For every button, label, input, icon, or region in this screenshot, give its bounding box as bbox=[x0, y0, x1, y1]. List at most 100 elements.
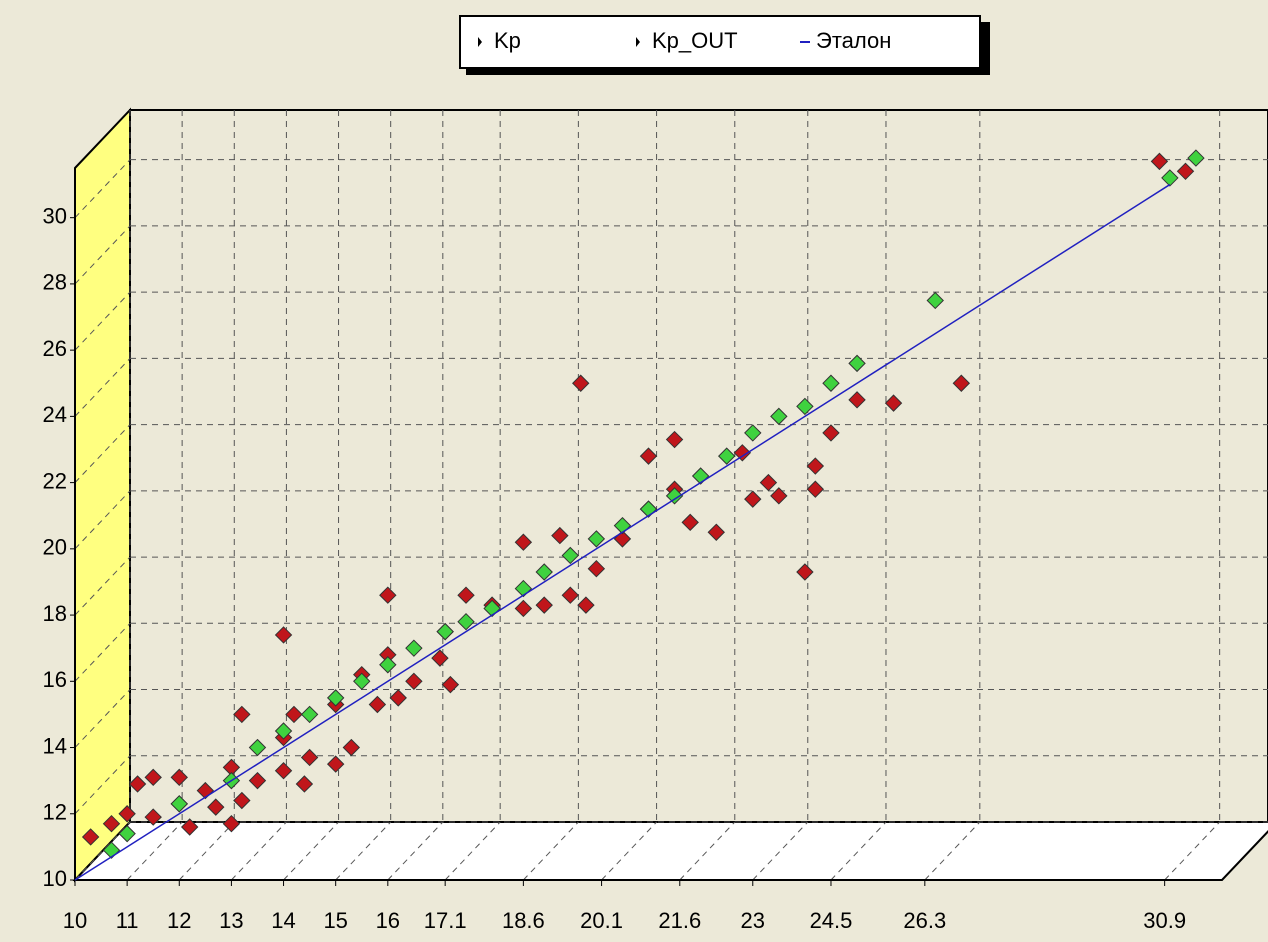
grid-line bbox=[74, 424, 131, 483]
point bbox=[587, 559, 606, 578]
x-tick-label: 10 bbox=[63, 908, 87, 933]
grid-line bbox=[601, 821, 657, 881]
point bbox=[561, 586, 580, 604]
point bbox=[353, 672, 371, 691]
y-tick-label: 26 bbox=[43, 336, 67, 361]
point bbox=[431, 649, 449, 667]
point bbox=[441, 675, 460, 694]
point bbox=[770, 487, 788, 505]
grid-line bbox=[74, 159, 131, 219]
grid-line bbox=[752, 821, 809, 881]
grid-line bbox=[74, 225, 131, 285]
point bbox=[796, 563, 814, 581]
point bbox=[118, 805, 136, 823]
point bbox=[248, 771, 267, 790]
point bbox=[681, 513, 699, 532]
grid-line bbox=[74, 689, 131, 748]
point bbox=[822, 374, 840, 392]
point bbox=[102, 814, 121, 833]
point bbox=[806, 457, 825, 475]
x-tick-label: 16 bbox=[376, 908, 400, 933]
x-tick-label: 21.6 bbox=[658, 908, 701, 933]
point bbox=[248, 738, 267, 757]
point bbox=[535, 596, 553, 614]
y-tick-label: 18 bbox=[43, 601, 67, 626]
point bbox=[274, 626, 293, 644]
point bbox=[405, 672, 423, 691]
grid-line bbox=[231, 821, 287, 881]
point bbox=[405, 639, 423, 657]
legend-label: Kp_OUT bbox=[652, 28, 738, 53]
point bbox=[514, 533, 533, 551]
point bbox=[170, 768, 188, 787]
x-tick-label: 30.9 bbox=[1143, 908, 1186, 933]
point bbox=[744, 490, 762, 508]
grid-line bbox=[335, 821, 392, 881]
point bbox=[1150, 152, 1169, 171]
grid-line bbox=[830, 821, 887, 881]
point bbox=[796, 397, 814, 416]
point bbox=[118, 824, 136, 843]
point bbox=[1187, 149, 1205, 167]
floor bbox=[72, 821, 1268, 881]
point bbox=[759, 473, 778, 492]
point bbox=[770, 407, 788, 426]
point bbox=[233, 705, 251, 724]
point bbox=[457, 612, 475, 631]
point bbox=[368, 695, 387, 714]
grid-line bbox=[126, 821, 183, 881]
point bbox=[926, 291, 944, 310]
point bbox=[436, 622, 454, 641]
point bbox=[884, 394, 903, 412]
grid-line bbox=[74, 291, 131, 351]
point bbox=[300, 748, 319, 767]
point bbox=[587, 530, 606, 548]
point bbox=[379, 586, 397, 604]
legend-box bbox=[459, 15, 981, 69]
y-tick-label: 12 bbox=[43, 800, 67, 825]
grid-line bbox=[178, 821, 235, 881]
point bbox=[1176, 162, 1195, 181]
grid-line bbox=[74, 490, 131, 550]
grid-line bbox=[74, 622, 131, 682]
point bbox=[665, 430, 684, 449]
grid-line bbox=[523, 821, 579, 881]
grid-line bbox=[387, 821, 444, 881]
legend: Kp Kp_OUT Эталон bbox=[459, 15, 990, 75]
legend-label: Эталон bbox=[816, 28, 891, 53]
point bbox=[848, 391, 866, 409]
point bbox=[639, 447, 658, 465]
x-tick-label: 23 bbox=[741, 908, 765, 933]
reference-line bbox=[74, 183, 1171, 881]
point bbox=[952, 374, 971, 392]
y-tick-label: 22 bbox=[43, 468, 67, 493]
grid-line bbox=[74, 556, 131, 616]
x-tick-label: 13 bbox=[219, 908, 243, 933]
y-tick-label: 30 bbox=[43, 203, 67, 228]
y-tick-label: 20 bbox=[43, 535, 67, 560]
point bbox=[535, 563, 553, 581]
point bbox=[285, 705, 303, 724]
y-tick-label: 14 bbox=[43, 733, 67, 758]
x-tick-label: 14 bbox=[271, 908, 295, 933]
point bbox=[572, 374, 590, 392]
point bbox=[222, 814, 241, 833]
x-tick-label: 17.1 bbox=[424, 908, 467, 933]
y-tick-label: 16 bbox=[43, 667, 67, 692]
y-tick-label: 24 bbox=[43, 402, 67, 427]
point bbox=[170, 795, 188, 813]
legend-swatch bbox=[478, 37, 482, 47]
legend-label: Kp bbox=[494, 28, 521, 53]
point bbox=[81, 828, 100, 846]
point bbox=[733, 444, 752, 462]
point bbox=[561, 546, 580, 565]
point bbox=[342, 738, 361, 757]
point bbox=[707, 523, 725, 541]
point bbox=[1161, 169, 1179, 187]
point bbox=[144, 768, 162, 787]
point bbox=[180, 818, 199, 836]
x-tick-label: 15 bbox=[323, 908, 347, 933]
point bbox=[744, 424, 762, 442]
point bbox=[551, 526, 569, 545]
point bbox=[295, 775, 314, 793]
